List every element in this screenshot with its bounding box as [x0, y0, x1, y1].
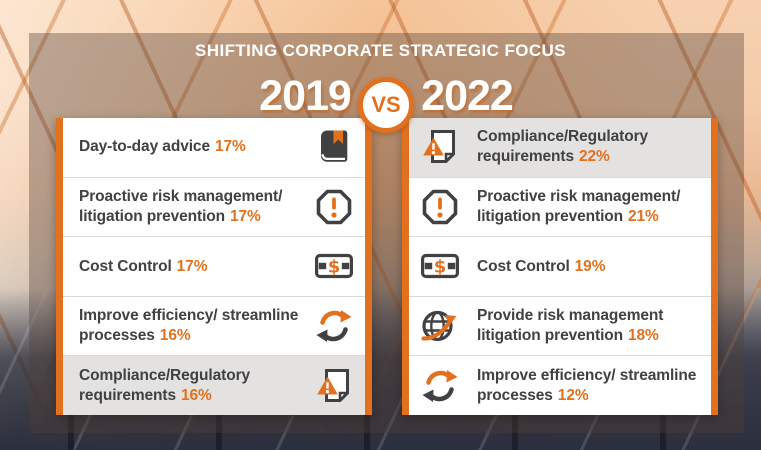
svg-text:$: $	[328, 257, 341, 278]
item-label: Compliance/Regulatory requirements 22%	[477, 127, 705, 167]
alert-octagon-icon	[419, 186, 461, 228]
item-text: Provide risk management litigation preve…	[477, 307, 664, 345]
list-item: Provide risk management litigation preve…	[409, 296, 711, 357]
item-label: Proactive risk management/ litigation pr…	[79, 187, 307, 227]
list-item: Improve efficiency/ streamline processes…	[63, 296, 365, 357]
item-percent: 21%	[628, 207, 659, 225]
item-label: Proactive risk management/ litigation pr…	[477, 187, 705, 227]
item-percent: 12%	[557, 386, 589, 404]
list-item: Day-to-day advice 17%	[63, 118, 365, 178]
item-percent: 22%	[579, 148, 610, 166]
item-label: Improve efficiency/ streamline processes…	[477, 366, 705, 406]
item-label: Cost Control 17%	[79, 257, 307, 277]
item-percent: 18%	[628, 327, 659, 345]
list-item-highlighted: Compliance/Regulatory requirements 22%	[409, 118, 711, 178]
list-item-highlighted: Compliance/Regulatory requirements 16%	[63, 356, 365, 415]
book-icon	[313, 126, 355, 168]
item-text: Proactive risk management/ litigation pr…	[477, 188, 681, 225]
document-warning-icon	[313, 365, 355, 407]
money-icon: $	[313, 245, 355, 287]
year-2019-label: 2019	[259, 72, 352, 120]
cycle-arrows-icon	[419, 365, 461, 407]
list-item: Proactive risk management/ litigation pr…	[63, 177, 365, 238]
item-text: Compliance/Regulatory requirements	[79, 366, 251, 404]
list-item: $ Cost Control 19%	[409, 237, 711, 297]
item-label: Provide risk management litigation preve…	[477, 306, 705, 346]
year-2022-label: 2022	[421, 72, 514, 120]
item-percent: 17%	[230, 207, 261, 225]
document-warning-icon	[419, 126, 461, 168]
item-percent: 16%	[181, 386, 212, 404]
globe-growth-icon	[419, 305, 461, 347]
item-text: Improve efficiency/ streamline processes	[79, 307, 299, 345]
item-percent: 17%	[176, 257, 208, 275]
item-label: Cost Control 19%	[477, 257, 705, 277]
item-text: Proactive risk management/ litigation pr…	[79, 188, 283, 225]
list-item: Proactive risk management/ litigation pr…	[409, 177, 711, 238]
list-item: Cost Control 17% $	[63, 237, 365, 297]
panel-2019: Day-to-day advice 17% Proactive risk mana…	[56, 118, 372, 415]
item-text: Cost Control	[477, 257, 570, 275]
item-label: Improve efficiency/ streamline processes…	[79, 306, 307, 346]
page-title: SHIFTING CORPORATE STRATEGIC FOCUS	[195, 41, 566, 60]
panel-2022: Compliance/Regulatory requirements 22% Pr…	[402, 118, 718, 415]
item-percent: 19%	[574, 257, 606, 275]
item-text: Compliance/Regulatory requirements	[477, 128, 649, 166]
item-text: Improve efficiency/ streamline processes	[477, 366, 697, 404]
alert-octagon-icon	[313, 186, 355, 228]
money-icon: $	[419, 245, 461, 287]
item-percent: 17%	[214, 138, 246, 156]
item-label: Day-to-day advice 17%	[79, 137, 307, 157]
item-text: Day-to-day advice	[79, 138, 210, 156]
list-item: Improve efficiency/ streamline processes…	[409, 356, 711, 415]
item-percent: 16%	[159, 327, 191, 345]
item-label: Compliance/Regulatory requirements 16%	[79, 366, 307, 406]
vs-badge-label: VS	[371, 92, 401, 117]
vs-badge: VS	[358, 77, 414, 133]
svg-text:$: $	[434, 257, 447, 278]
cycle-arrows-icon	[313, 305, 355, 347]
item-text: Cost Control	[79, 257, 172, 275]
